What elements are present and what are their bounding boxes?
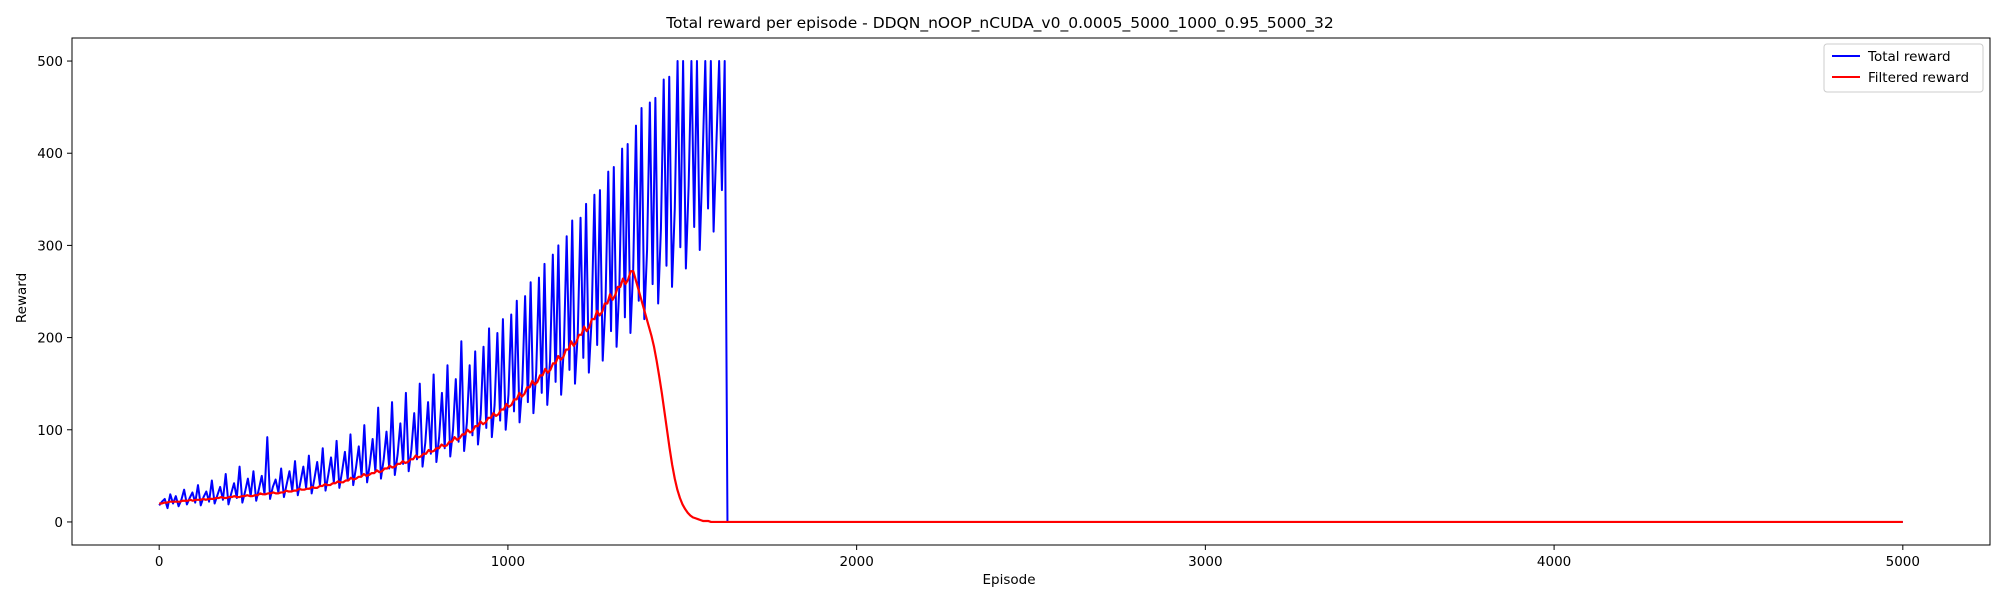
plot-area	[71, 37, 1991, 546]
legend-box	[1823, 43, 1984, 93]
legend: Total reward Filtered reward	[1823, 43, 1984, 93]
series-line-filtered-reward	[159, 270, 1903, 524]
x-axis-label: Episode	[982, 572, 1035, 588]
chart-title: Total reward per episode - DDQN_nOOP_nCU…	[665, 14, 1334, 33]
x-tick-label: 3000	[1188, 554, 1222, 570]
x-axis: 0 1000 2000 3000 4000 5000	[155, 545, 1920, 570]
y-tick-label: 0	[54, 515, 63, 531]
y-axis-label: Reward	[14, 273, 30, 323]
legend-label: Total reward	[1867, 49, 1951, 65]
y-tick-label: 500	[37, 54, 63, 70]
x-tick-label: 0	[155, 554, 164, 570]
y-tick-label: 200	[37, 331, 63, 347]
x-tick-label: 1000	[491, 554, 525, 570]
y-tick-label: 400	[37, 146, 63, 162]
y-tick-label: 100	[37, 423, 63, 439]
x-tick-label: 5000	[1886, 554, 1920, 570]
y-tick-label: 300	[37, 238, 63, 254]
series-layer	[158, 60, 1903, 524]
x-tick-label: 2000	[839, 554, 873, 570]
y-axis: 0 100 200 300 400 500	[37, 54, 72, 531]
legend-label: Filtered reward	[1868, 70, 1969, 86]
plot-frame	[71, 37, 1991, 546]
x-tick-label: 4000	[1537, 554, 1571, 570]
